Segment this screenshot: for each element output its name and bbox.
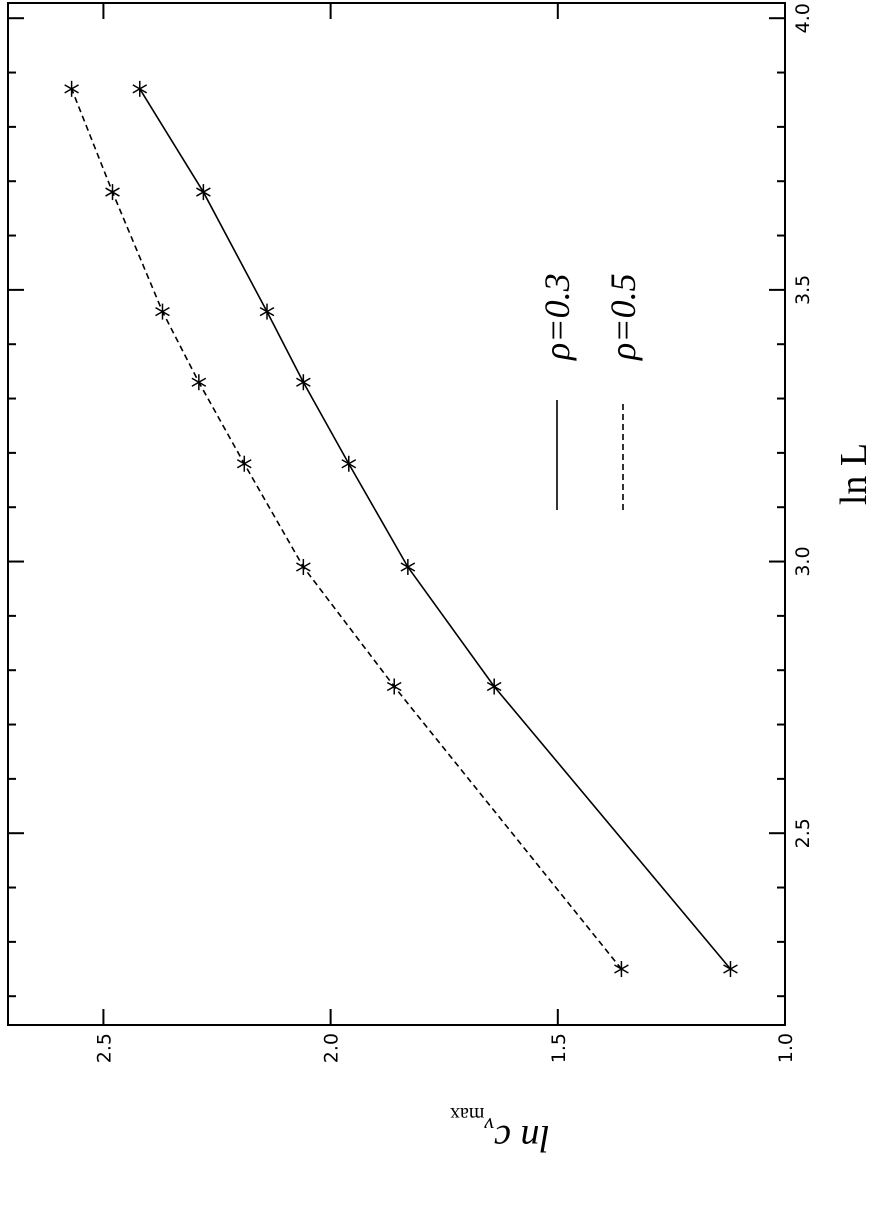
marker-stroke [400, 562, 416, 572]
y-tick-label: 2.5 [93, 1033, 115, 1063]
point-marker [400, 558, 416, 575]
y-axis-label-main: ln c [494, 1117, 550, 1159]
point-marker [259, 303, 275, 320]
marker-stroke [191, 377, 207, 387]
point-marker [105, 184, 120, 201]
marker-stroke [614, 964, 629, 974]
marker-stroke [259, 306, 275, 317]
marker-stroke [341, 459, 357, 469]
marker-stroke [386, 681, 402, 692]
point-marker [486, 678, 502, 695]
x-axis-label: ln L [833, 443, 872, 505]
plot-frame [7, 2, 786, 1026]
y-axis-label-sub: v [484, 1113, 494, 1138]
point-marker [196, 184, 211, 201]
y-axis-label: ln cvmax [450, 1103, 550, 1159]
series-line [139, 88, 732, 970]
point-marker [191, 374, 207, 391]
marker-stroke [132, 84, 148, 94]
marker-stroke [155, 306, 170, 317]
x-tick-label: 2.5 [792, 818, 814, 848]
point-marker [296, 558, 311, 575]
point-marker [614, 961, 629, 978]
marker-stroke [723, 964, 738, 974]
y-tick-label: 1.5 [548, 1033, 570, 1063]
marker-stroke [196, 187, 211, 197]
legend-label: ρ=0.3 [537, 273, 577, 361]
marker-stroke [236, 459, 252, 469]
y-tick-label: 2.0 [321, 1033, 343, 1063]
x-tick-label: 3.0 [792, 546, 814, 576]
point-marker [341, 455, 357, 472]
x-tick-label: 3.5 [792, 275, 814, 305]
marker-stroke [105, 187, 120, 197]
point-marker [236, 455, 252, 472]
point-marker [723, 961, 738, 978]
point-marker [386, 678, 402, 695]
marker-stroke [296, 377, 311, 387]
point-marker [155, 303, 170, 320]
y-axis-label-subsub: max [450, 1103, 484, 1125]
x-axis-label-ln: ln L [833, 443, 872, 505]
marker-stroke [486, 681, 502, 692]
point-marker [64, 80, 79, 97]
y-tick-label: 1.0 [775, 1033, 797, 1063]
x-tick-label: 4.0 [792, 3, 814, 33]
point-marker [132, 80, 148, 97]
marker-stroke [296, 562, 311, 572]
legend-label: ρ=0.5 [603, 273, 643, 361]
marker-stroke [64, 84, 79, 94]
point-marker [296, 374, 311, 391]
rotated-chart: 2.5 3.0 3.5 4.0 1.0 1.5 2.0 2.5 ln L ln cvmax ρ=0.… [7, 2, 872, 1159]
series-line [70, 88, 623, 970]
